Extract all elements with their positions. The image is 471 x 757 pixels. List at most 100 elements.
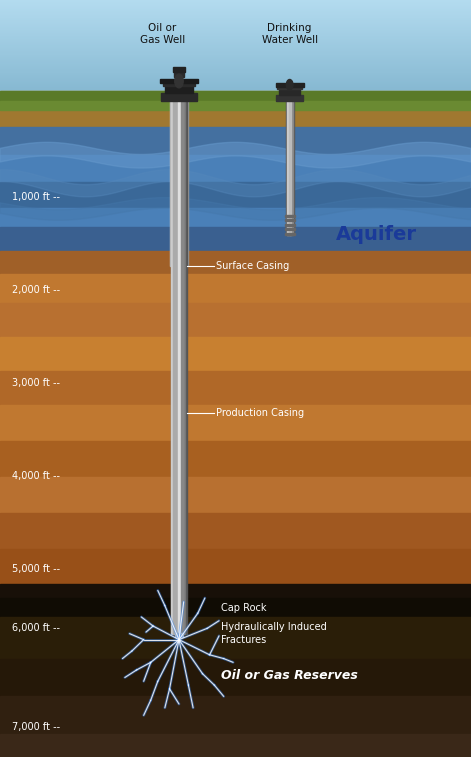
Text: Oil or
Gas Well: Oil or Gas Well	[140, 23, 185, 45]
Text: Cap Rock: Cap Rock	[221, 603, 267, 613]
Bar	[0, 584, 471, 598]
Bar	[0, 20, 471, 21]
Bar	[0, 68, 471, 69]
Bar	[284, 229, 295, 230]
Bar	[0, 3, 471, 5]
Bar	[0, 32, 471, 33]
Bar	[0, 79, 471, 80]
Bar	[0, 69, 471, 70]
Bar	[0, 274, 471, 303]
Bar	[0, 8, 471, 9]
Bar	[0, 83, 471, 84]
Bar	[0, 72, 471, 73]
Bar	[0, 696, 471, 734]
Bar	[0, 52, 471, 53]
Bar	[0, 70, 471, 72]
Bar	[284, 224, 295, 226]
Bar	[0, 659, 471, 696]
Bar	[0, 36, 471, 37]
Bar	[0, 53, 471, 55]
Bar	[181, 101, 183, 634]
Bar	[0, 10, 471, 11]
Bar	[0, 12, 471, 14]
Bar	[171, 101, 187, 634]
Bar	[279, 89, 300, 95]
Bar	[0, 549, 471, 584]
Text: 1,000 ft --: 1,000 ft --	[12, 192, 60, 202]
Bar	[163, 81, 195, 86]
Text: Production Casing: Production Casing	[216, 407, 304, 418]
Bar	[0, 57, 471, 58]
Bar	[173, 101, 175, 634]
Polygon shape	[0, 198, 471, 220]
Text: 6,000 ft --: 6,000 ft --	[12, 623, 60, 634]
Bar	[0, 34, 471, 35]
Bar	[0, 598, 471, 617]
Bar	[285, 101, 294, 235]
Bar	[0, 617, 471, 659]
Bar	[0, 1, 471, 2]
Bar	[0, 303, 471, 337]
Bar	[284, 215, 295, 217]
Bar	[170, 101, 171, 266]
Bar	[0, 64, 471, 66]
Bar	[0, 45, 471, 47]
Bar	[0, 80, 471, 82]
Bar	[0, 11, 471, 12]
Text: Oil or Gas Reserves: Oil or Gas Reserves	[221, 668, 358, 682]
Bar	[0, 23, 471, 25]
Bar	[0, 86, 471, 87]
Bar	[0, 2, 471, 3]
Bar	[178, 101, 180, 634]
Circle shape	[175, 74, 183, 88]
Bar	[0, 44, 471, 45]
Bar	[171, 101, 173, 634]
Circle shape	[286, 79, 293, 90]
Bar	[0, 16, 471, 17]
Bar	[0, 27, 471, 28]
Bar	[0, 227, 471, 251]
Bar	[0, 33, 471, 34]
Bar	[0, 64, 471, 65]
Bar	[0, 73, 471, 74]
Bar	[284, 220, 295, 221]
Bar	[0, 82, 471, 83]
Bar	[0, 477, 471, 513]
Bar	[0, 56, 471, 57]
Polygon shape	[0, 142, 471, 168]
Bar	[0, 405, 471, 441]
Bar	[284, 233, 295, 235]
Bar	[0, 26, 471, 27]
Text: 3,000 ft --: 3,000 ft --	[12, 378, 60, 388]
Bar	[0, 59, 471, 61]
Bar	[0, 17, 471, 18]
Bar	[0, 67, 471, 68]
Bar	[0, 251, 471, 274]
Bar	[286, 101, 288, 235]
Bar	[175, 101, 182, 634]
Bar	[289, 101, 291, 235]
Bar	[165, 86, 193, 93]
Bar	[0, 127, 471, 155]
Text: Surface Casing: Surface Casing	[216, 261, 289, 272]
Text: 2,000 ft --: 2,000 ft --	[12, 285, 60, 295]
Bar	[187, 101, 188, 266]
Bar	[0, 441, 471, 477]
Bar	[0, 371, 471, 405]
Bar	[0, 337, 471, 371]
Bar	[0, 35, 471, 36]
Bar	[0, 9, 471, 10]
Bar	[0, 182, 471, 208]
Bar	[0, 30, 471, 32]
Bar	[0, 77, 471, 79]
Bar	[0, 75, 471, 76]
Bar	[0, 7, 471, 8]
Bar	[0, 66, 471, 67]
Bar	[277, 86, 302, 89]
Bar	[0, 14, 471, 16]
Bar	[0, 19, 471, 20]
Bar	[0, 101, 471, 110]
Bar	[0, 51, 471, 52]
Bar	[0, 87, 471, 89]
Bar	[0, 61, 471, 63]
